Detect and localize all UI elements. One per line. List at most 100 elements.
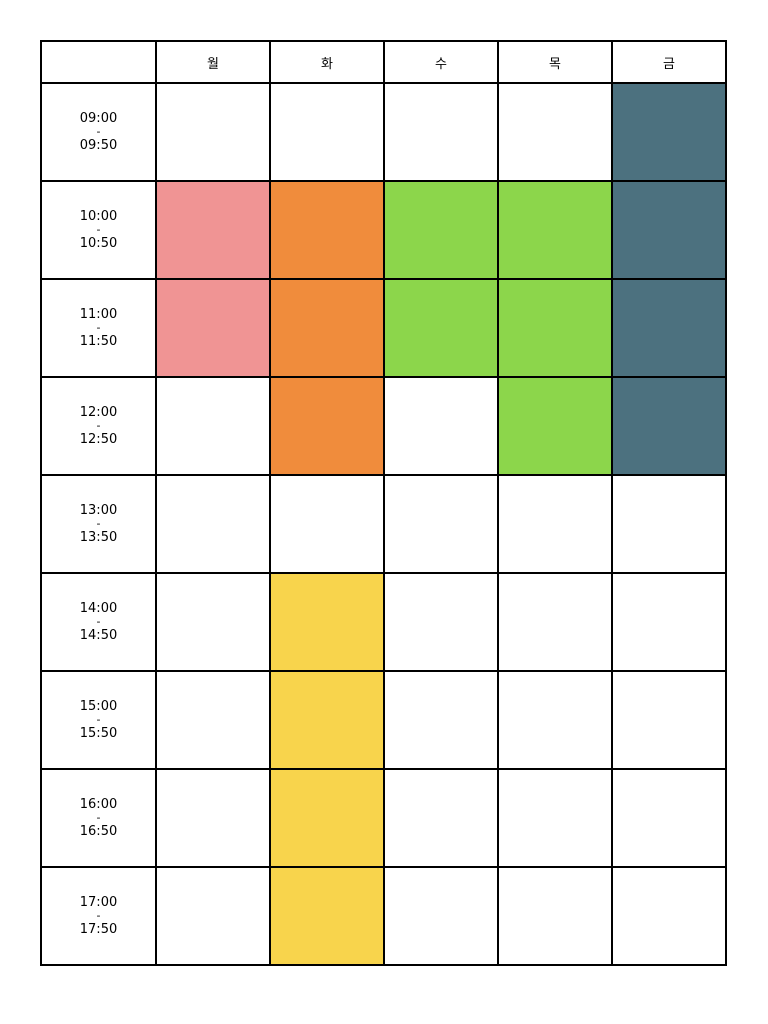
class-block: [497, 376, 613, 476]
day-header: 화: [269, 40, 385, 84]
corner-cell: [40, 40, 157, 84]
empty-cell: [497, 670, 613, 770]
time-cell: 13:00-13:50: [40, 474, 157, 574]
empty-cell: [155, 474, 271, 574]
empty-cell: [383, 376, 499, 476]
end-time: 10:50: [79, 236, 118, 251]
time-cell: 11:00-11:50: [40, 278, 157, 378]
class-block: [269, 572, 385, 672]
class-block: [383, 278, 499, 378]
timetable-body: 09:00-09:50 10:00-10:50 11:00-11:50 12:00-1…: [40, 82, 727, 966]
time-row: 15:00-15:50: [40, 670, 727, 770]
empty-cell: [383, 572, 499, 672]
empty-cell: [383, 474, 499, 574]
time-row: 13:00-13:50: [40, 474, 727, 574]
empty-cell: [155, 82, 271, 182]
time-cell: 09:00-09:50: [40, 82, 157, 182]
time-separator: -: [96, 615, 101, 628]
class-block: [497, 278, 613, 378]
start-time: 12:00: [79, 405, 118, 420]
empty-cell: [383, 82, 499, 182]
day-header: 목: [497, 40, 613, 84]
end-time: 16:50: [79, 824, 118, 839]
empty-cell: [269, 82, 385, 182]
time-cell: 17:00-17:50: [40, 866, 157, 966]
start-time: 11:00: [79, 307, 118, 322]
empty-cell: [383, 670, 499, 770]
class-block: [611, 82, 727, 182]
time-separator: -: [96, 517, 101, 530]
empty-cell: [155, 866, 271, 966]
empty-cell: [611, 768, 727, 868]
empty-cell: [611, 670, 727, 770]
start-time: 13:00: [79, 503, 118, 518]
start-time: 09:00: [79, 111, 118, 126]
class-block: [269, 180, 385, 280]
end-time: 13:50: [79, 530, 118, 545]
empty-cell: [383, 866, 499, 966]
end-time: 15:50: [79, 726, 118, 741]
class-block: [155, 278, 271, 378]
empty-cell: [497, 572, 613, 672]
end-time: 12:50: [79, 432, 118, 447]
empty-cell: [155, 376, 271, 476]
end-time: 14:50: [79, 628, 118, 643]
empty-cell: [155, 572, 271, 672]
class-block: [155, 180, 271, 280]
end-time: 09:50: [79, 138, 118, 153]
class-block: [269, 278, 385, 378]
class-block: [269, 768, 385, 868]
end-time: 17:50: [79, 922, 118, 937]
class-block: [269, 866, 385, 966]
time-row: 09:00-09:50: [40, 82, 727, 182]
time-cell: 10:00-10:50: [40, 180, 157, 280]
time-separator: -: [96, 125, 101, 138]
time-separator: -: [96, 321, 101, 334]
time-row: 14:00-14:50: [40, 572, 727, 672]
time-cell: 12:00-12:50: [40, 376, 157, 476]
empty-cell: [497, 474, 613, 574]
time-row: 16:00-16:50: [40, 768, 727, 868]
empty-cell: [611, 572, 727, 672]
end-time: 11:50: [79, 334, 118, 349]
empty-cell: [269, 474, 385, 574]
start-time: 15:00: [79, 699, 118, 714]
class-block: [269, 376, 385, 476]
time-separator: -: [96, 223, 101, 236]
time-separator: -: [96, 811, 101, 824]
time-row: 12:00-12:50: [40, 376, 727, 476]
day-header: 수: [383, 40, 499, 84]
empty-cell: [497, 866, 613, 966]
time-separator: -: [96, 713, 101, 726]
empty-cell: [155, 768, 271, 868]
start-time: 17:00: [79, 895, 118, 910]
time-cell: 15:00-15:50: [40, 670, 157, 770]
time-row: 11:00-11:50: [40, 278, 727, 378]
time-separator: -: [96, 909, 101, 922]
empty-cell: [611, 474, 727, 574]
start-time: 10:00: [79, 209, 118, 224]
empty-cell: [497, 82, 613, 182]
class-block: [611, 180, 727, 280]
start-time: 16:00: [79, 797, 118, 812]
class-block: [383, 180, 499, 280]
class-block: [611, 376, 727, 476]
time-row: 17:00-17:50: [40, 866, 727, 966]
day-header: 월: [155, 40, 271, 84]
empty-cell: [497, 768, 613, 868]
class-block: [497, 180, 613, 280]
class-block: [611, 278, 727, 378]
time-separator: -: [96, 419, 101, 432]
empty-cell: [611, 866, 727, 966]
empty-cell: [383, 768, 499, 868]
day-header: 금: [611, 40, 727, 84]
class-block: [269, 670, 385, 770]
time-cell: 16:00-16:50: [40, 768, 157, 868]
start-time: 14:00: [79, 601, 118, 616]
time-row: 10:00-10:50: [40, 180, 727, 280]
empty-cell: [155, 670, 271, 770]
time-cell: 14:00-14:50: [40, 572, 157, 672]
